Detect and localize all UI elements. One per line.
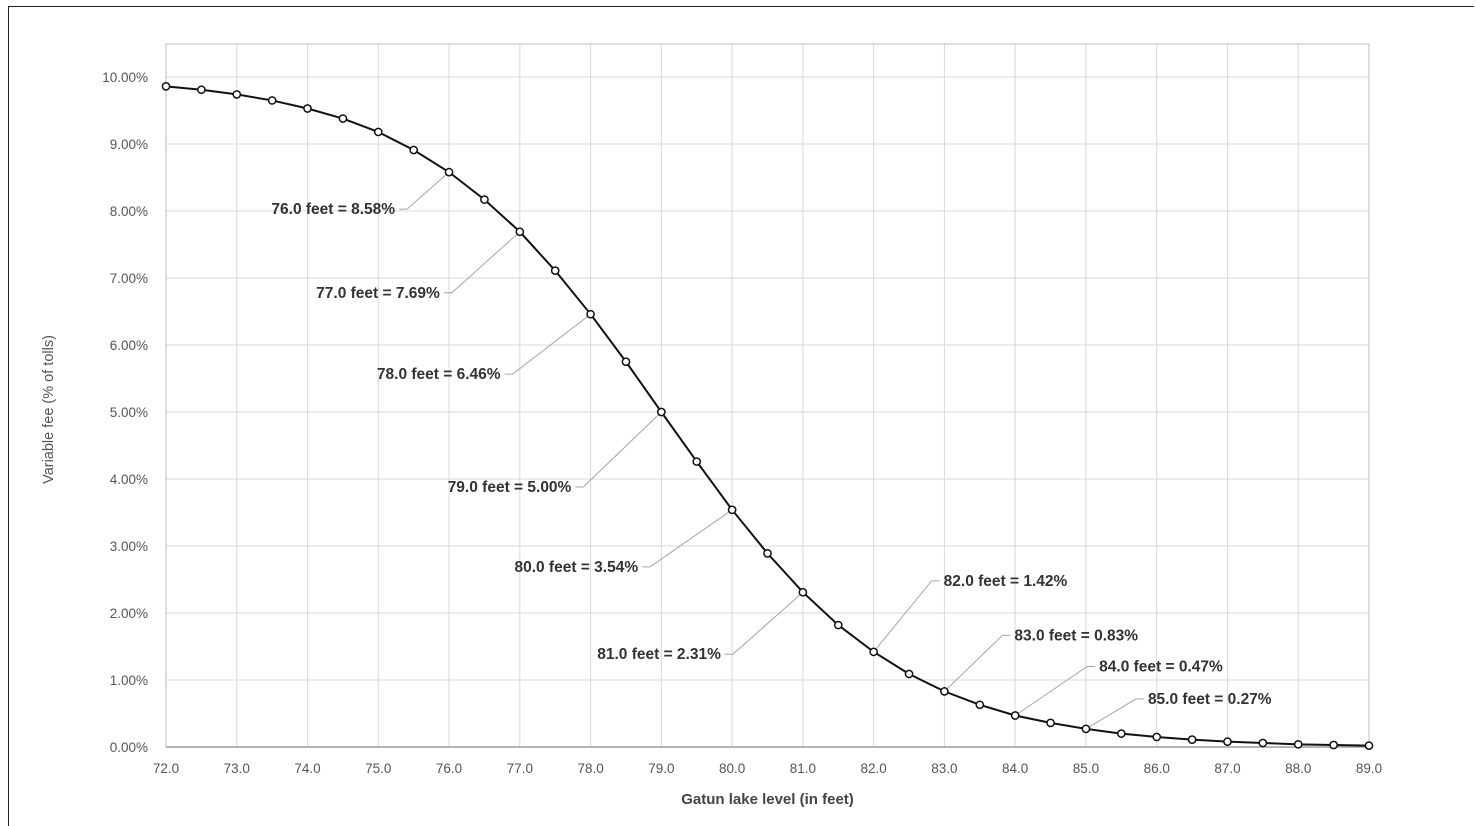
- data-point: [1152, 732, 1162, 742]
- annotation-leader: [724, 591, 804, 655]
- x-tick-label: 74.0: [294, 761, 320, 776]
- data-point: [1329, 740, 1338, 750]
- data-point: [833, 620, 843, 630]
- data-point: [657, 407, 666, 417]
- x-tick-label: 77.0: [507, 761, 533, 776]
- data-point: [975, 700, 985, 710]
- data-point: [1223, 737, 1232, 746]
- annotation-label: 78.0 feet = 6.46%: [377, 366, 501, 383]
- data-point: [515, 227, 525, 237]
- annotation-label: 85.0 feet = 0.27%: [1148, 691, 1272, 708]
- y-tick-label: 7.00%: [110, 271, 148, 286]
- x-tick-label: 79.0: [648, 761, 674, 776]
- annotation-leader: [1085, 698, 1144, 730]
- x-tick-label: 81.0: [790, 761, 816, 776]
- data-point: [727, 505, 737, 515]
- annotation-leader: [1014, 666, 1096, 716]
- y-axis-ticks: 0.00% 1.00% 2.00% 3.00% 4.00% 5.00% 6.00% 7.00%…: [102, 70, 148, 755]
- data-point: [373, 127, 383, 137]
- annotation-leader: [575, 411, 662, 488]
- annotation-label: 79.0 feet = 5.00%: [448, 479, 572, 496]
- y-tick-label: 0.00%: [110, 740, 148, 755]
- data-point: [267, 96, 277, 105]
- y-tick-label: 9.00%: [110, 137, 148, 152]
- annotation-label: 76.0 feet = 8.58%: [271, 201, 395, 218]
- annotation-label: 84.0 feet = 0.47%: [1099, 659, 1223, 676]
- data-point: [1364, 741, 1374, 751]
- x-tick-label: 87.0: [1214, 761, 1240, 776]
- data-point: [904, 669, 914, 679]
- y-tick-label: 2.00%: [110, 606, 148, 621]
- data-point: [940, 687, 949, 696]
- data-point: [1116, 729, 1126, 738]
- data-point: [692, 457, 702, 466]
- data-point: [1046, 718, 1055, 728]
- data-point: [869, 647, 878, 657]
- x-tick-label: 85.0: [1073, 761, 1099, 776]
- y-tick-label: 6.00%: [110, 338, 148, 353]
- x-tick-label: 72.0: [153, 761, 179, 776]
- data-point: [550, 266, 560, 275]
- x-tick-label: 86.0: [1144, 761, 1170, 776]
- annotation-leaders: [399, 171, 1144, 730]
- plot-border: [165, 43, 1370, 748]
- data-point: [1187, 735, 1197, 744]
- x-tick-label: 84.0: [1002, 761, 1028, 776]
- annotation-leader: [642, 509, 733, 568]
- grid-lines: [165, 44, 1370, 748]
- x-tick-label: 82.0: [861, 761, 887, 776]
- annotation-label: 80.0 feet = 3.54%: [514, 559, 638, 576]
- plot-area: [165, 43, 1370, 748]
- data-point: [303, 104, 312, 113]
- x-axis-title: Gatun lake level (in feet): [681, 791, 854, 808]
- chart-frame: [8, 6, 1474, 826]
- x-tick-label: 75.0: [365, 761, 391, 776]
- annotation-label: 81.0 feet = 2.31%: [597, 646, 721, 663]
- x-tick-label: 76.0: [436, 761, 462, 776]
- data-point: [444, 167, 454, 177]
- annotation-label: 82.0 feet = 1.42%: [944, 573, 1068, 590]
- data-point: [763, 549, 772, 558]
- y-axis-title: Variable fee (% of tolls): [41, 335, 57, 484]
- data-point: [161, 82, 171, 91]
- data-point: [1293, 739, 1303, 749]
- x-tick-label: 73.0: [224, 761, 250, 776]
- data-point: [232, 90, 242, 99]
- x-tick-label: 88.0: [1285, 761, 1311, 776]
- data-point: [621, 357, 631, 367]
- annotation-labels: 76.0 feet = 8.58% 77.0 feet = 7.69% 78.0 f…: [271, 201, 1271, 708]
- y-tick-label: 3.00%: [110, 539, 148, 554]
- annotation-label: 77.0 feet = 7.69%: [316, 285, 440, 302]
- y-tick-label: 5.00%: [110, 405, 148, 420]
- annotation-leader: [944, 634, 1011, 692]
- data-point: [798, 587, 808, 597]
- y-tick-label: 1.00%: [110, 673, 148, 688]
- x-axis-ticks: 72.0 73.0 74.0 75.0 76.0 77.0 78.0 79.0 80.0 81.0…: [153, 761, 1382, 776]
- annotation-leader: [443, 231, 521, 294]
- annotation-label: 83.0 feet = 0.83%: [1014, 627, 1138, 644]
- x-tick-label: 80.0: [719, 761, 745, 776]
- x-tick-label: 78.0: [577, 761, 603, 776]
- x-tick-label: 83.0: [931, 761, 957, 776]
- data-point: [338, 114, 348, 123]
- series-line: [165, 85, 1370, 747]
- annotation-leader: [504, 313, 591, 375]
- y-tick-label: 10.00%: [102, 70, 148, 85]
- data-point: [480, 195, 489, 204]
- series-group: [161, 82, 1374, 751]
- x-tick-label: 89.0: [1356, 761, 1382, 776]
- annotation-leader: [873, 580, 940, 653]
- data-point: [197, 85, 206, 95]
- data-point: [1010, 711, 1020, 720]
- data-point: [586, 309, 595, 319]
- data-point: [1258, 738, 1268, 748]
- data-point: [1081, 724, 1091, 734]
- y-tick-label: 8.00%: [110, 204, 148, 219]
- annotation-leader: [399, 171, 450, 210]
- data-point: [409, 145, 419, 155]
- y-tick-label: 4.00%: [110, 472, 148, 487]
